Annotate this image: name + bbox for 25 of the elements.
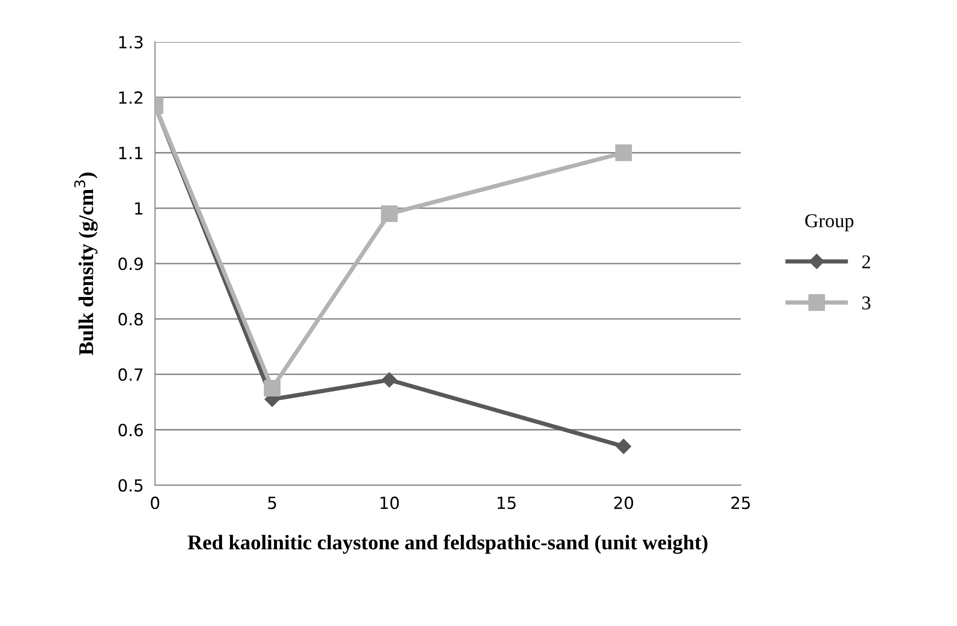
y-tick-label: 0.8 [118,312,143,326]
y-tick-label: 1 [135,202,142,214]
x-axis-title: Red kaolinitic claystone and feldspathic-sand (unit weight) [188,534,708,554]
point [380,205,398,222]
y-tick-label: 0.7 [118,368,142,381]
point [616,438,632,454]
y-tick-label: 0.9 [118,258,143,270]
point [382,372,397,388]
x-tick-label: 20 [614,496,634,510]
legend-label: 2 [862,255,870,268]
x-tick-label: 10 [380,496,399,510]
x-tick-label: 25 [731,496,750,510]
x-tick-label: 5 [268,496,276,510]
y-tick-label: 0.6 [118,424,143,436]
y-tick-label: 0.5 [118,479,142,492]
point [615,144,632,162]
x-tick-label: 15 [498,496,516,510]
x-tick-label: 0 [150,496,160,510]
point [264,380,281,397]
legend-title: Group [805,214,854,232]
y-axis-title: Bulk density (g/cm$^{3}$) [74,172,98,356]
y-tick-label: 1.2 [119,91,142,104]
y-tick-label: 1.3 [119,36,143,49]
legend-label: 3 [862,296,870,310]
y-tick-label: 1.1 [119,146,142,160]
